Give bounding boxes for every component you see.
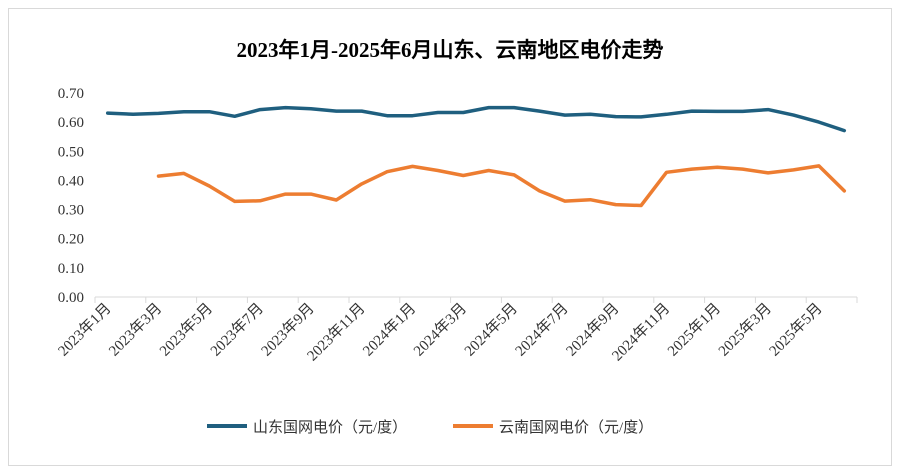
x-tick-label: 2023年3月: [106, 300, 166, 360]
x-tick-label: 2025年5月: [766, 300, 826, 360]
x-tick-label: 2023年5月: [156, 300, 216, 360]
chart-frame: [8, 8, 892, 466]
y-tick-label: 0.10: [58, 261, 84, 277]
x-tick-label: 2023年7月: [207, 300, 267, 360]
x-tick-label: 2024年3月: [410, 300, 470, 360]
series-line-2: [156, 164, 847, 208]
x-tick-label: 2024年5月: [461, 300, 521, 360]
y-tick-label: 0.30: [58, 203, 84, 219]
y-tick-label: 0.40: [58, 173, 84, 189]
y-tick-label: 0.50: [58, 144, 84, 160]
legend-label: 山东国网电价（元/度）: [253, 419, 407, 436]
x-tick-label: 2023年1月: [55, 300, 115, 360]
chart-title: 2023年1月-2025年6月山东、云南地区电价走势: [236, 38, 664, 62]
x-tick-label: 2024年1月: [360, 300, 420, 360]
y-tick-label: 0.20: [58, 232, 84, 248]
y-tick-label: 0.70: [58, 86, 84, 102]
x-tick-label: 2024年7月: [512, 300, 572, 360]
x-tick-label: 2025年1月: [664, 300, 724, 360]
legend-label: 云南国网电价（元/度）: [499, 419, 653, 436]
y-tick-label: 0.60: [58, 115, 84, 131]
y-tick-label: 0.00: [58, 290, 84, 306]
series-line-1: [105, 105, 847, 133]
x-tick-label: 2025年3月: [715, 300, 775, 360]
